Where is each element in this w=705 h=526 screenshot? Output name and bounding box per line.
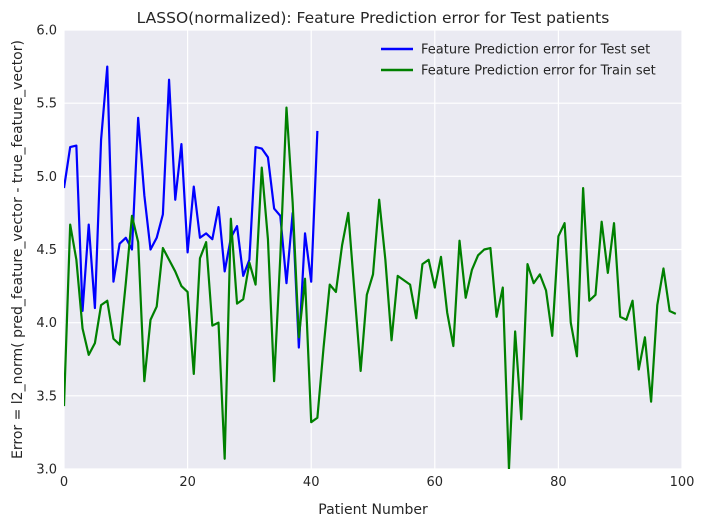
x-tick-label: 100 <box>670 475 695 490</box>
x-tick-label: 0 <box>60 475 68 490</box>
x-tick-label: 60 <box>427 475 444 490</box>
y-tick-label: 5.5 <box>36 97 57 112</box>
x-axis-label: Patient Number <box>318 502 428 518</box>
series-line-test-set <box>64 65 319 349</box>
y-tick-label: 6.0 <box>36 24 57 39</box>
y-tick-label: 3.0 <box>36 463 57 478</box>
y-tick-label: 5.0 <box>36 170 57 185</box>
y-tick-label: 3.5 <box>36 389 57 404</box>
chart-title: LASSO(normalized): Feature Prediction er… <box>137 9 610 27</box>
y-axis-ticks: 3.0 3.5 4.0 4.5 5.0 5.5 6.0 <box>36 24 57 478</box>
y-tick-label: 4.0 <box>36 316 57 331</box>
y-tick-label: 4.5 <box>36 243 57 258</box>
x-tick-label: 80 <box>550 475 567 490</box>
series-lines <box>64 65 677 469</box>
x-axis-ticks: 0 20 40 60 80 100 <box>60 475 695 490</box>
legend-label: Feature Prediction error for Test set <box>421 43 650 58</box>
legend: Feature Prediction error for Test set Fea… <box>381 43 656 79</box>
y-axis-label: Error = l2_norm( pred_feature_vector - t… <box>10 40 26 459</box>
legend-label: Feature Prediction error for Train set <box>421 64 656 79</box>
x-tick-label: 40 <box>303 475 320 490</box>
series-line-train-set <box>64 106 677 469</box>
x-tick-label: 20 <box>179 475 196 490</box>
